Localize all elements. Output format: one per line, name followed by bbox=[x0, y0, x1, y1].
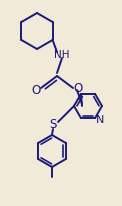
Text: O: O bbox=[73, 82, 83, 95]
Text: S: S bbox=[49, 118, 57, 131]
Text: O: O bbox=[31, 84, 41, 97]
Text: NH: NH bbox=[54, 50, 70, 60]
Text: N: N bbox=[96, 115, 104, 124]
